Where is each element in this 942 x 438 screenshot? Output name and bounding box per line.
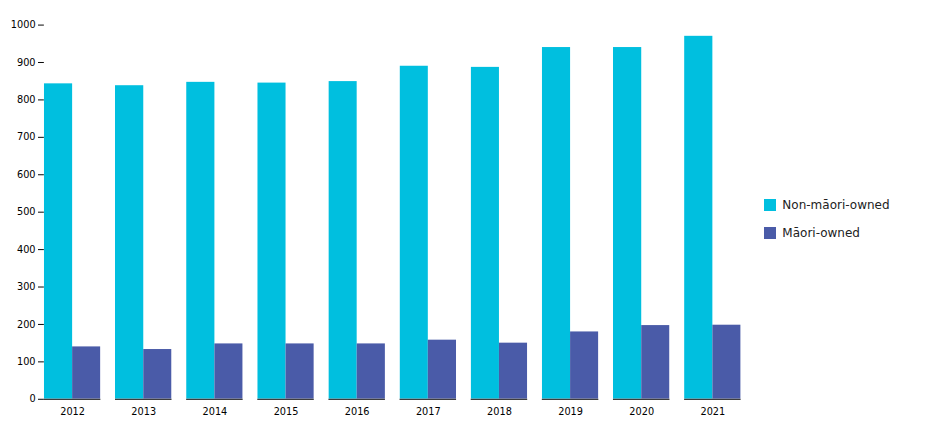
svg-text:2016: 2016: [345, 406, 370, 417]
svg-text:1000: 1000: [11, 20, 36, 31]
svg-text:200: 200: [17, 319, 36, 330]
html-text:Māori-owned: Māori-owned: [782, 226, 860, 240]
svg-text:900: 900: [17, 57, 36, 68]
svg-text:2017: 2017: [416, 406, 441, 417]
svg-text:2015: 2015: [274, 406, 299, 417]
svg-text:400: 400: [17, 244, 36, 255]
svg-text:2018: 2018: [487, 406, 512, 417]
svg-text:2012: 2012: [60, 406, 85, 417]
html-text:Non-māori-owned: Non-māori-owned: [782, 198, 890, 212]
svg-text:2014: 2014: [202, 406, 227, 417]
svg-text:500: 500: [17, 207, 36, 218]
svg-text:600: 600: [17, 169, 36, 180]
svg-text:2021: 2021: [700, 406, 725, 417]
svg-text:700: 700: [17, 132, 36, 143]
svg-text:2013: 2013: [131, 406, 156, 417]
svg-text:100: 100: [17, 356, 36, 367]
svg-text:800: 800: [17, 95, 36, 106]
svg-text:2020: 2020: [629, 406, 654, 417]
svg-text:300: 300: [17, 282, 36, 293]
svg-text:0: 0: [29, 394, 35, 405]
svg-text:2019: 2019: [558, 406, 583, 417]
